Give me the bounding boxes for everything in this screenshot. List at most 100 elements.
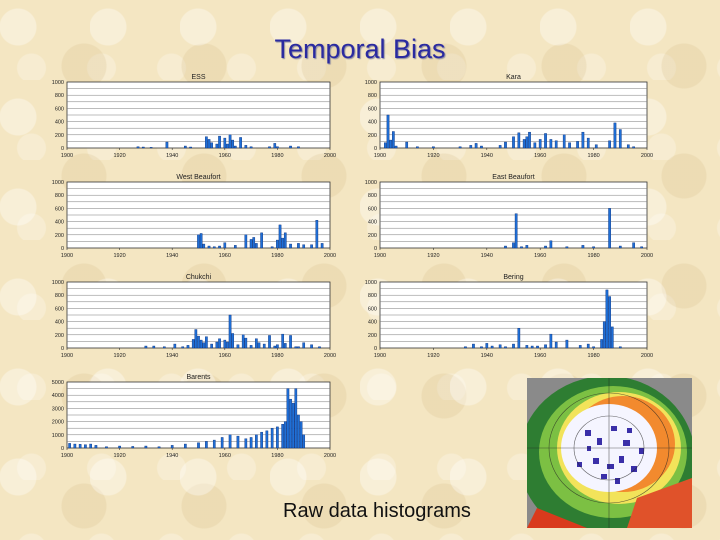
bar bbox=[517, 132, 521, 149]
panel-title: ESS bbox=[191, 74, 205, 81]
x-tick-label: 1920 bbox=[113, 253, 125, 259]
bar bbox=[310, 244, 313, 249]
bar bbox=[255, 434, 258, 449]
bar bbox=[525, 245, 529, 249]
bar bbox=[244, 234, 248, 249]
y-tick-label: 200 bbox=[55, 333, 64, 339]
x-tick-label: 1900 bbox=[374, 153, 386, 159]
bar bbox=[618, 346, 622, 349]
bar bbox=[632, 146, 635, 149]
y-tick-label: 800 bbox=[368, 293, 377, 299]
bar bbox=[73, 443, 77, 449]
bar bbox=[228, 434, 232, 449]
bar bbox=[613, 122, 617, 149]
bar bbox=[602, 321, 606, 349]
bar bbox=[318, 346, 321, 349]
bar bbox=[276, 344, 279, 349]
x-tick-label: 1920 bbox=[113, 353, 125, 359]
bar bbox=[89, 443, 92, 449]
bar bbox=[223, 137, 227, 149]
bar bbox=[586, 343, 590, 349]
y-tick-label: 400 bbox=[368, 120, 377, 126]
arctic-map-image bbox=[527, 378, 692, 528]
bar bbox=[384, 142, 387, 149]
y-tick-label: 1000 bbox=[365, 280, 377, 286]
bar bbox=[144, 345, 148, 349]
bar bbox=[218, 245, 221, 249]
bar bbox=[600, 339, 603, 349]
bar bbox=[474, 143, 478, 149]
y-tick-label: 2000 bbox=[52, 420, 64, 426]
bar bbox=[490, 345, 494, 349]
bar bbox=[205, 441, 208, 449]
bar bbox=[244, 337, 248, 349]
y-tick-label: 1000 bbox=[52, 280, 64, 286]
bar bbox=[265, 430, 269, 449]
bar bbox=[283, 421, 287, 449]
bar bbox=[544, 245, 547, 249]
y-tick-label: 200 bbox=[55, 233, 64, 239]
bar bbox=[394, 145, 398, 149]
bar bbox=[210, 142, 213, 149]
bar bbox=[141, 146, 145, 149]
bar bbox=[289, 398, 292, 449]
bar bbox=[162, 346, 166, 349]
bar bbox=[268, 335, 271, 349]
bar bbox=[273, 345, 277, 349]
bar bbox=[197, 442, 200, 449]
x-tick-label: 1900 bbox=[61, 153, 73, 159]
y-tick-label: 200 bbox=[368, 133, 377, 139]
bar bbox=[294, 346, 298, 349]
x-tick-label: 2000 bbox=[641, 353, 653, 359]
bar bbox=[241, 334, 245, 349]
bar bbox=[289, 145, 292, 149]
bar bbox=[525, 136, 529, 149]
chart-panel-0: ESS 1900 1920 1940 1960 1980 2000 0 200 400 600 800… bbox=[52, 74, 336, 159]
bar bbox=[592, 346, 595, 349]
x-tick-label: 2000 bbox=[324, 153, 336, 159]
x-tick-label: 1980 bbox=[587, 153, 599, 159]
x-tick-label: 1920 bbox=[427, 253, 439, 259]
bar bbox=[210, 343, 213, 349]
bar bbox=[581, 245, 585, 249]
bar bbox=[262, 343, 266, 349]
bar bbox=[252, 237, 256, 249]
bar bbox=[576, 141, 579, 149]
bar bbox=[207, 139, 211, 149]
bar bbox=[320, 243, 324, 249]
bar bbox=[236, 344, 240, 349]
bar bbox=[458, 146, 462, 149]
y-tick-label: 800 bbox=[55, 293, 64, 299]
bar bbox=[170, 445, 174, 449]
bar bbox=[215, 143, 219, 149]
chart-panel-1: Kara 1900 1920 1940 1960 1980 2000 0 200 400 600 80… bbox=[365, 74, 653, 159]
bar bbox=[186, 345, 190, 349]
y-tick-label: 400 bbox=[368, 320, 377, 326]
bar bbox=[202, 243, 206, 249]
bar bbox=[84, 444, 87, 449]
x-tick-label: 1980 bbox=[271, 153, 283, 159]
bar bbox=[152, 345, 156, 349]
bar bbox=[283, 343, 287, 349]
bar bbox=[480, 145, 483, 149]
bar bbox=[504, 346, 507, 349]
x-tick-label: 1980 bbox=[271, 353, 283, 359]
bar bbox=[294, 388, 298, 449]
x-tick-label: 1960 bbox=[534, 153, 546, 159]
bar bbox=[157, 446, 161, 449]
bar bbox=[498, 344, 502, 349]
bar bbox=[632, 242, 635, 249]
y-tick-label: 1000 bbox=[365, 180, 377, 186]
x-tick-label: 1920 bbox=[427, 353, 439, 359]
x-tick-label: 1900 bbox=[61, 353, 73, 359]
bar bbox=[472, 343, 475, 349]
bar bbox=[149, 147, 153, 149]
panel-title: Barents bbox=[186, 374, 211, 381]
bar bbox=[469, 145, 473, 149]
x-tick-label: 2000 bbox=[641, 153, 653, 159]
bar bbox=[255, 243, 258, 249]
bar bbox=[512, 343, 515, 349]
bar bbox=[544, 133, 547, 149]
slide-title: Temporal Bias bbox=[274, 34, 446, 64]
bar bbox=[592, 246, 595, 249]
